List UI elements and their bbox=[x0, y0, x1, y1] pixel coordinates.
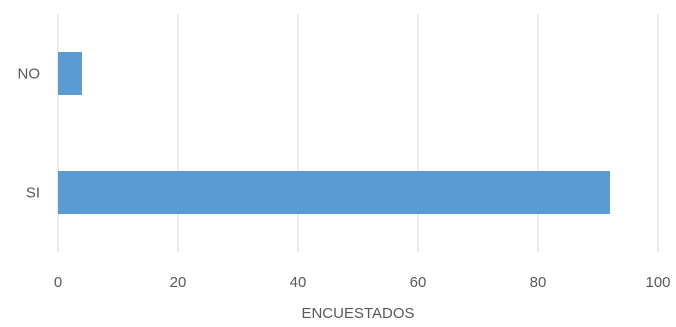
x-tick-label: 80 bbox=[530, 274, 547, 291]
x-tick-label: 0 bbox=[54, 274, 62, 291]
y-axis-labels: NO SI bbox=[18, 66, 41, 202]
x-tick-label: 60 bbox=[410, 274, 427, 291]
gridlines bbox=[57, 14, 659, 252]
x-tick-label: 40 bbox=[290, 274, 307, 291]
y-tick-label-no: NO bbox=[18, 66, 41, 83]
bar-si bbox=[58, 171, 610, 214]
x-axis-labels: 0 20 40 60 80 100 bbox=[54, 274, 671, 291]
y-tick-label-si: SI bbox=[26, 185, 40, 202]
x-tick-label: 20 bbox=[170, 274, 187, 291]
bar-no bbox=[58, 52, 82, 95]
bars bbox=[58, 52, 610, 214]
x-axis-title: ENCUESTADOS bbox=[301, 305, 414, 322]
x-tick-label: 100 bbox=[645, 274, 670, 291]
